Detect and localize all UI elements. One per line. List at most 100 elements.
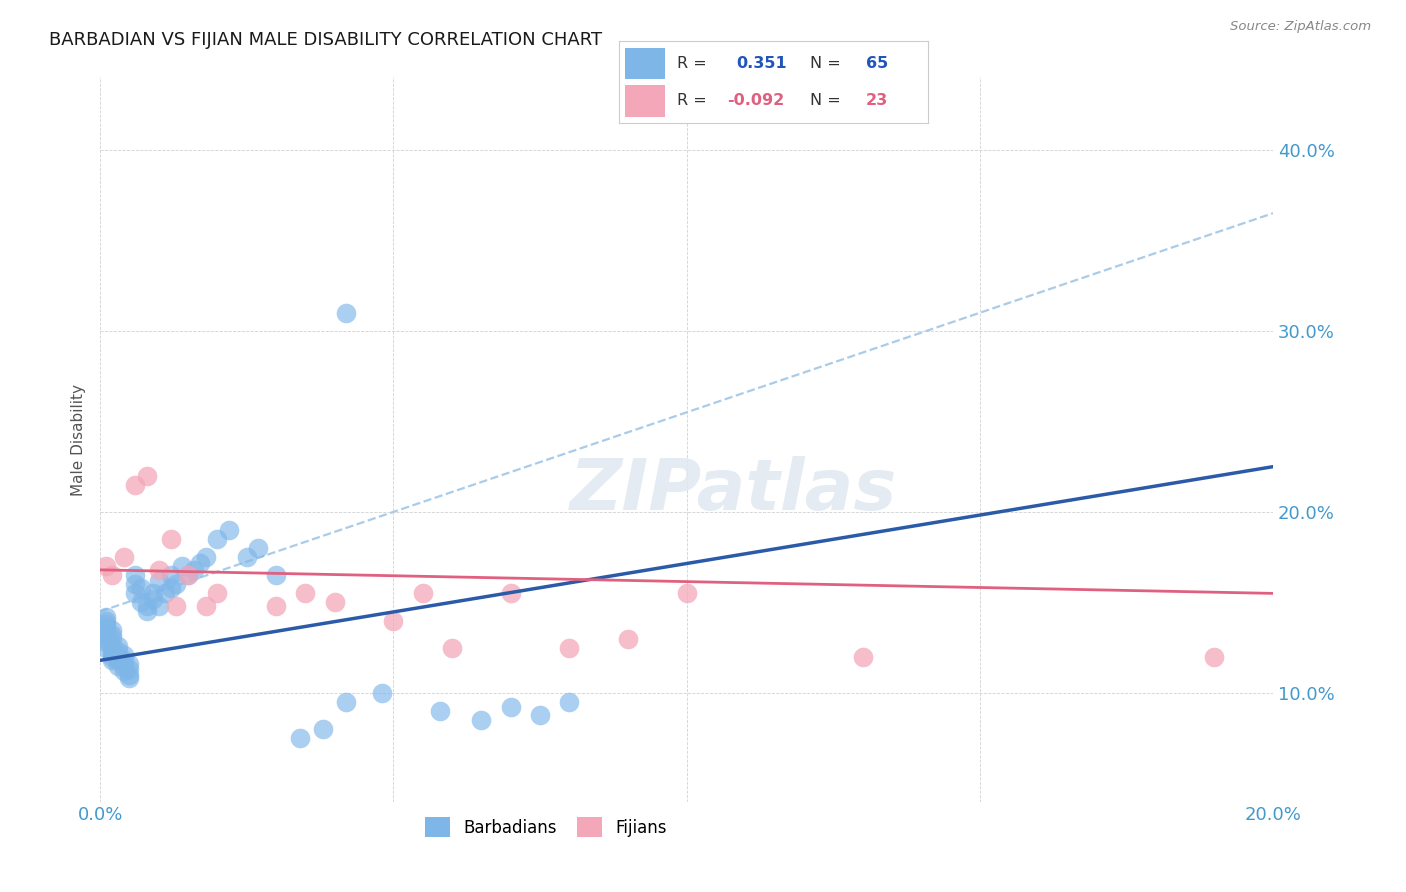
Point xyxy=(94,610,117,624)
Point xyxy=(370,686,392,700)
Text: BARBADIAN VS FIJIAN MALE DISABILITY CORRELATION CHART: BARBADIAN VS FIJIAN MALE DISABILITY CORR… xyxy=(49,31,602,49)
Point xyxy=(94,559,117,574)
Point xyxy=(112,648,135,662)
Point xyxy=(118,657,141,671)
Point xyxy=(94,614,117,628)
Point xyxy=(112,550,135,565)
Point xyxy=(529,707,551,722)
Point xyxy=(129,595,152,609)
Point xyxy=(294,586,316,600)
Point xyxy=(101,649,124,664)
Bar xyxy=(624,47,665,78)
Point xyxy=(470,713,492,727)
Point xyxy=(94,623,117,637)
Point xyxy=(194,550,217,565)
Text: Source: ZipAtlas.com: Source: ZipAtlas.com xyxy=(1230,20,1371,33)
Point xyxy=(247,541,270,555)
Point xyxy=(107,639,129,653)
Point xyxy=(112,658,135,673)
Point xyxy=(207,532,229,546)
Point xyxy=(159,568,181,582)
Point xyxy=(675,586,697,600)
Point xyxy=(124,568,146,582)
Point xyxy=(499,700,522,714)
Text: 0.351: 0.351 xyxy=(737,55,787,70)
Point xyxy=(153,586,176,600)
Text: ZIPatlas: ZIPatlas xyxy=(569,456,897,524)
Point xyxy=(165,599,187,613)
Point xyxy=(177,568,200,582)
Point xyxy=(101,653,124,667)
Point xyxy=(94,617,117,632)
Bar xyxy=(624,86,665,117)
Point xyxy=(323,595,346,609)
Point xyxy=(101,623,124,637)
Point xyxy=(107,644,129,658)
Point xyxy=(101,632,124,646)
Point xyxy=(159,532,181,546)
Point xyxy=(118,668,141,682)
Point xyxy=(94,624,117,639)
Text: 65: 65 xyxy=(866,55,889,70)
Legend: Barbadians, Fijians: Barbadians, Fijians xyxy=(419,810,673,844)
Point xyxy=(94,635,117,649)
Text: N =: N = xyxy=(810,94,841,109)
Point xyxy=(101,646,124,660)
Text: N =: N = xyxy=(810,55,841,70)
Point xyxy=(118,672,141,686)
Point xyxy=(382,614,405,628)
Point xyxy=(235,550,257,565)
Point xyxy=(264,568,287,582)
Point xyxy=(558,695,581,709)
Point xyxy=(440,640,463,655)
Point xyxy=(101,628,124,642)
Point xyxy=(94,632,117,646)
Point xyxy=(124,477,146,491)
Point xyxy=(218,523,240,537)
Y-axis label: Male Disability: Male Disability xyxy=(72,384,86,496)
Point xyxy=(136,599,159,613)
Point xyxy=(188,556,211,570)
Point xyxy=(136,605,159,619)
Point xyxy=(118,662,141,676)
Point xyxy=(617,632,640,646)
Point xyxy=(172,559,194,574)
Point xyxy=(101,640,124,655)
Point xyxy=(264,599,287,613)
Point xyxy=(136,468,159,483)
Point xyxy=(107,658,129,673)
Point xyxy=(112,653,135,667)
Point xyxy=(107,653,129,667)
Point xyxy=(183,563,205,577)
Point xyxy=(177,568,200,582)
Point xyxy=(107,649,129,664)
Point xyxy=(124,586,146,600)
Point xyxy=(148,599,170,613)
Text: R =: R = xyxy=(678,55,707,70)
Point xyxy=(142,586,165,600)
Point xyxy=(207,586,229,600)
Text: R =: R = xyxy=(678,94,707,109)
Point xyxy=(335,306,357,320)
Point xyxy=(112,665,135,679)
Point xyxy=(165,577,187,591)
Point xyxy=(142,591,165,606)
Point xyxy=(94,628,117,642)
Point xyxy=(124,577,146,591)
Point xyxy=(194,599,217,613)
Point xyxy=(558,640,581,655)
Point xyxy=(429,704,451,718)
Point xyxy=(851,649,873,664)
Point xyxy=(101,568,124,582)
Text: -0.092: -0.092 xyxy=(727,94,785,109)
Point xyxy=(499,586,522,600)
Point xyxy=(94,621,117,635)
Point xyxy=(288,731,311,746)
Point xyxy=(412,586,434,600)
Point xyxy=(335,695,357,709)
Point xyxy=(129,581,152,595)
Point xyxy=(94,640,117,655)
Point xyxy=(312,722,335,736)
Text: 23: 23 xyxy=(866,94,889,109)
Point xyxy=(148,563,170,577)
